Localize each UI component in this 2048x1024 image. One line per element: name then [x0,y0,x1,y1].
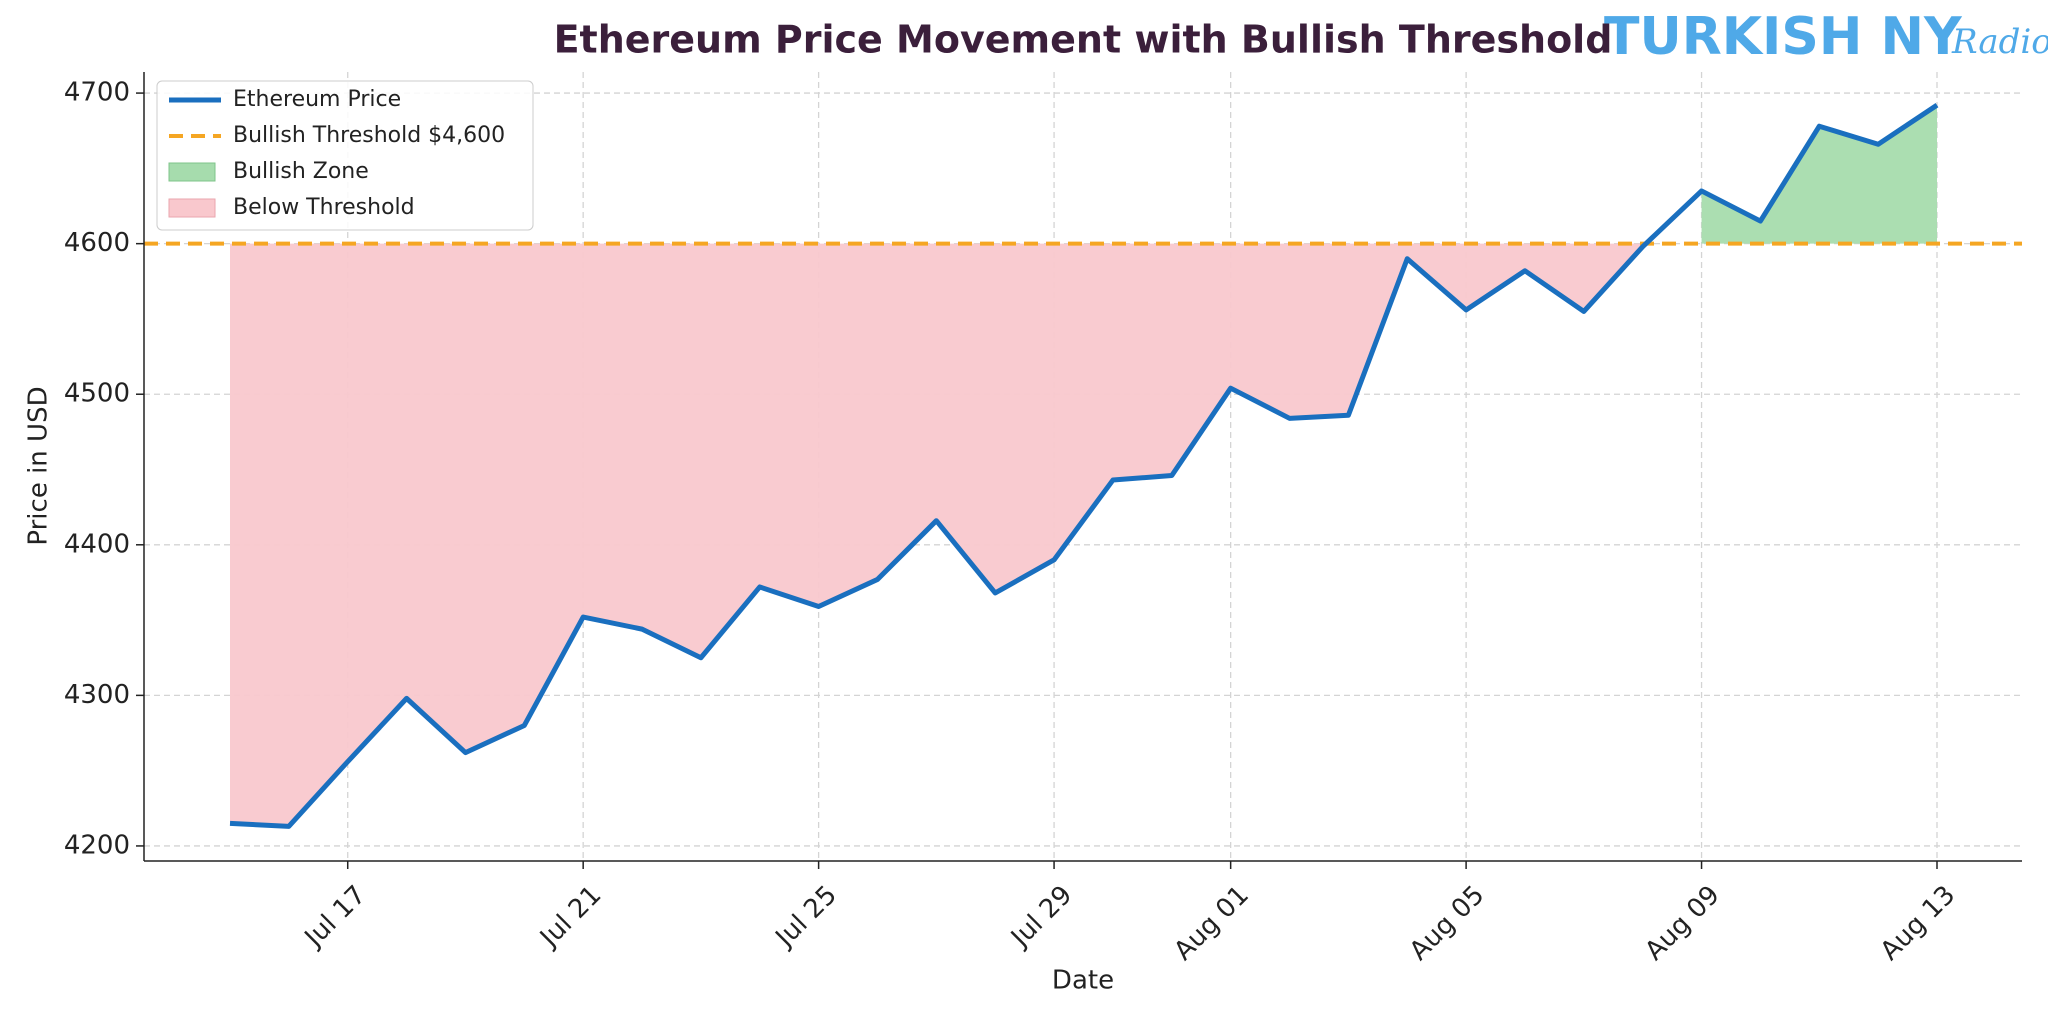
x-tick-label: Jul 21 [533,880,607,954]
y-tick-label: 4300 [64,680,130,710]
y-tick-label: 4500 [64,379,130,409]
legend-swatch [168,198,216,218]
legend-label: Ethereum Price [233,87,401,112]
x-tick-label: Jul 29 [1004,880,1078,954]
x-tick-label: Jul 25 [769,880,843,954]
y-tick-label: 4600 [64,228,130,258]
y-tick-label: 4200 [64,830,130,860]
legend-swatch [168,162,216,182]
price-line [229,103,1939,829]
zone-fill [230,243,1643,827]
x-tick-label: Jul 17 [298,880,372,954]
x-tick-label: Aug 05 [1404,880,1490,966]
x-tick-label: Aug 09 [1639,880,1725,966]
watermark: TURKISH NY [1604,7,1963,67]
legend-label: Bullish Threshold $4,600 [233,123,505,148]
y-axis-label: Price in USD [24,386,54,545]
chart-title: Ethereum Price Movement with Bullish Thr… [554,18,1613,62]
watermark-script: Radio [1951,22,2048,62]
x-tick-label: Aug 01 [1169,880,1255,966]
legend-box [156,80,534,231]
legend-label: Below Threshold [233,195,415,220]
x-tick-label: Aug 13 [1875,880,1961,966]
y-tick-label: 4400 [64,529,130,559]
x-axis-label: Date [1052,966,1114,996]
legend-label: Bullish Zone [233,159,369,184]
zone-fill [1701,105,1937,244]
y-tick-label: 4700 [64,78,130,108]
